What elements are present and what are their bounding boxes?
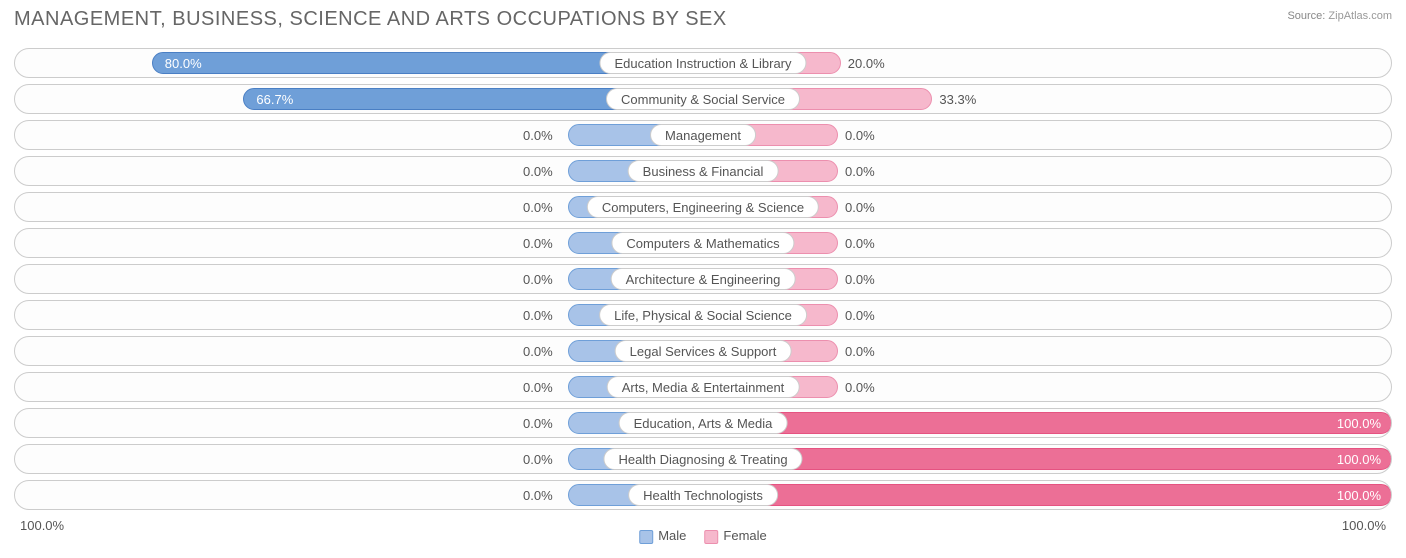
female-bar — [703, 448, 1392, 470]
axis-right-label: 100.0% — [1342, 518, 1386, 533]
chart-row: Architecture & Engineering 0.0% 0.0% — [14, 264, 1392, 294]
category-label: Computers, Engineering & Science — [587, 196, 819, 218]
male-value: 0.0% — [523, 265, 553, 293]
male-value: 0.0% — [523, 157, 553, 185]
chart-legend: Male Female — [639, 528, 767, 544]
category-label: Architecture & Engineering — [611, 268, 796, 290]
female-value: 33.3% — [939, 85, 976, 113]
male-value: 0.0% — [523, 121, 553, 149]
male-value: 80.0% — [165, 49, 202, 77]
category-label: Legal Services & Support — [615, 340, 792, 362]
chart-container: MANAGEMENT, BUSINESS, SCIENCE AND ARTS O… — [0, 0, 1406, 558]
category-label: Management — [650, 124, 756, 146]
source-value: ZipAtlas.com — [1328, 10, 1392, 22]
male-value: 0.0% — [523, 229, 553, 257]
male-swatch-icon — [639, 530, 653, 544]
female-bar — [703, 484, 1392, 506]
category-label: Education, Arts & Media — [619, 412, 788, 434]
legend-male-label: Male — [658, 528, 686, 543]
chart-row: Business & Financial 0.0% 0.0% — [14, 156, 1392, 186]
chart-row: Computers, Engineering & Science 0.0% 0.0% — [14, 192, 1392, 222]
female-value: 0.0% — [845, 121, 875, 149]
male-value: 0.0% — [523, 193, 553, 221]
legend-female-label: Female — [723, 528, 766, 543]
female-value: 100.0% — [1337, 481, 1381, 509]
female-value: 20.0% — [848, 49, 885, 77]
female-bar — [703, 412, 1392, 434]
male-value: 0.0% — [523, 481, 553, 509]
category-label: Education Instruction & Library — [599, 52, 806, 74]
chart-row: Community & Social Service 66.7% 33.3% — [14, 84, 1392, 114]
female-value: 0.0% — [845, 265, 875, 293]
female-value: 0.0% — [845, 337, 875, 365]
male-value: 66.7% — [256, 85, 293, 113]
male-value: 0.0% — [523, 337, 553, 365]
chart-row: Legal Services & Support 0.0% 0.0% — [14, 336, 1392, 366]
female-value: 0.0% — [845, 373, 875, 401]
legend-item-male: Male — [639, 528, 686, 544]
female-swatch-icon — [704, 530, 718, 544]
chart-area: Education Instruction & Library 80.0% 20.0… — [14, 48, 1392, 533]
chart-title: MANAGEMENT, BUSINESS, SCIENCE AND ARTS O… — [14, 8, 727, 31]
source-label: Source: — [1287, 10, 1325, 22]
chart-row: Education, Arts & Media 0.0% 100.0% — [14, 408, 1392, 438]
axis-left-label: 100.0% — [20, 518, 64, 533]
category-label: Health Technologists — [628, 484, 778, 506]
female-value: 100.0% — [1337, 445, 1381, 473]
chart-row: Health Technologists 0.0% 100.0% — [14, 480, 1392, 510]
category-label: Computers & Mathematics — [611, 232, 794, 254]
legend-item-female: Female — [704, 528, 766, 544]
category-label: Health Diagnosing & Treating — [603, 448, 802, 470]
male-value: 0.0% — [523, 301, 553, 329]
female-value: 0.0% — [845, 301, 875, 329]
female-value: 100.0% — [1337, 409, 1381, 437]
category-label: Business & Financial — [628, 160, 779, 182]
chart-row: Life, Physical & Social Science 0.0% 0.0% — [14, 300, 1392, 330]
chart-source: Source: ZipAtlas.com — [1287, 8, 1392, 22]
chart-row: Health Diagnosing & Treating 0.0% 100.0% — [14, 444, 1392, 474]
chart-row: Arts, Media & Entertainment 0.0% 0.0% — [14, 372, 1392, 402]
male-value: 0.0% — [523, 373, 553, 401]
category-label: Life, Physical & Social Science — [599, 304, 807, 326]
male-value: 0.0% — [523, 445, 553, 473]
female-value: 0.0% — [845, 229, 875, 257]
female-value: 0.0% — [845, 193, 875, 221]
chart-row: Management 0.0% 0.0% — [14, 120, 1392, 150]
chart-row: Computers & Mathematics 0.0% 0.0% — [14, 228, 1392, 258]
chart-header: MANAGEMENT, BUSINESS, SCIENCE AND ARTS O… — [14, 8, 1392, 42]
male-value: 0.0% — [523, 409, 553, 437]
category-label: Arts, Media & Entertainment — [607, 376, 800, 398]
chart-row: Education Instruction & Library 80.0% 20.0… — [14, 48, 1392, 78]
category-label: Community & Social Service — [606, 88, 800, 110]
female-value: 0.0% — [845, 157, 875, 185]
